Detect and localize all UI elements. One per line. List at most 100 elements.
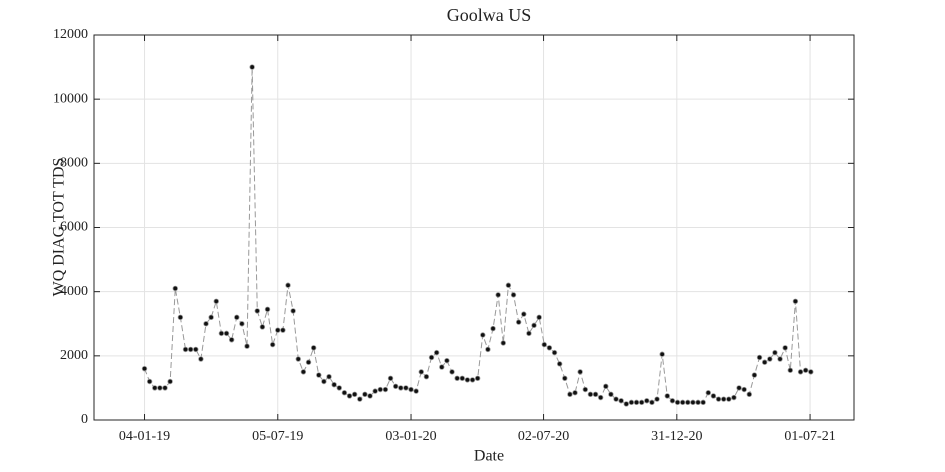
data-point [172,285,178,292]
data-point [685,399,691,406]
data-point [377,386,383,393]
data-point [392,383,399,390]
data-point [331,382,337,388]
data-point [408,386,414,393]
data-point [490,325,496,332]
data-point [162,385,168,391]
data-point [705,390,711,396]
data-point [736,385,742,391]
data-point [741,386,747,393]
data-point [259,324,266,330]
data-point [428,354,435,361]
data-point [310,345,317,351]
data-point [167,378,173,385]
data-point [772,349,778,356]
data-point [700,399,706,406]
data-point [710,393,717,399]
data-point [213,298,219,304]
data-point [480,332,486,338]
data-point [234,314,240,321]
data-point [669,398,676,404]
data-point [782,345,788,351]
data-point [756,354,763,361]
data-point [654,396,660,402]
x-tick-label: 03-01-20 [385,429,436,444]
data-point [546,345,553,351]
x-tick-label: 31-12-20 [651,429,702,444]
data-point [444,357,450,364]
data-point [177,314,184,321]
data-point [746,391,752,398]
data-point [787,367,794,373]
data-point [731,394,737,401]
x-tick-label: 04-01-19 [119,429,170,444]
data-point [398,385,404,391]
data-point [644,398,650,404]
data-point [198,356,204,362]
y-tick-label: 0 [81,412,88,427]
data-point [751,372,758,378]
data-point [351,391,358,398]
x-axis-label: Date [474,448,504,465]
y-tick-label: 12000 [53,27,88,42]
data-point [346,393,353,399]
data-point [208,314,214,321]
data-point [418,369,424,375]
data-point [269,341,276,348]
data-point [439,364,445,370]
plot-frame [93,34,855,421]
x-tick-label: 02-07-20 [518,429,569,444]
data-point [597,394,604,401]
data-point [218,330,225,337]
data-point [526,330,532,337]
data-point [808,369,814,375]
x-tick-label: 05-07-19 [252,429,303,444]
data-point [326,373,332,380]
data-point [567,391,573,398]
data-point [316,372,322,378]
data-point [244,343,250,349]
data-point [674,399,681,406]
data-point [357,396,363,402]
data-point [628,399,635,406]
data-point [474,375,481,381]
data-point [777,356,783,362]
data-point [551,349,558,356]
data-point [203,321,209,327]
data-point [193,346,199,353]
data-point [582,386,588,393]
data-point [362,391,368,398]
data-point [403,385,409,391]
y-tick-label: 6000 [60,220,88,235]
data-point [485,346,491,353]
data-point [459,375,465,381]
y-tick-label: 10000 [53,91,88,106]
data-point [515,319,522,325]
x-tick-label: 01-07-21 [784,429,835,444]
data-point [152,385,158,391]
y-tick-label: 2000 [60,348,88,363]
data-point [433,349,440,356]
data-point [505,282,512,288]
y-tick-label: 4000 [60,284,88,299]
data-point [264,306,271,313]
data-point [254,308,260,314]
data-point [290,308,296,314]
data-point [423,373,430,380]
chart-title: Goolwa US [447,5,532,25]
data-point [531,322,537,329]
data-point [603,383,609,390]
data-point [572,390,578,396]
data-point [613,396,619,402]
data-point [726,396,732,402]
data-point [500,340,506,346]
data-point [690,399,696,406]
data-point [382,386,389,393]
data-point [695,399,701,406]
data-point [562,375,568,381]
data-point [556,361,563,367]
data-point [649,399,655,406]
data-point [608,391,614,398]
data-point [341,390,348,396]
